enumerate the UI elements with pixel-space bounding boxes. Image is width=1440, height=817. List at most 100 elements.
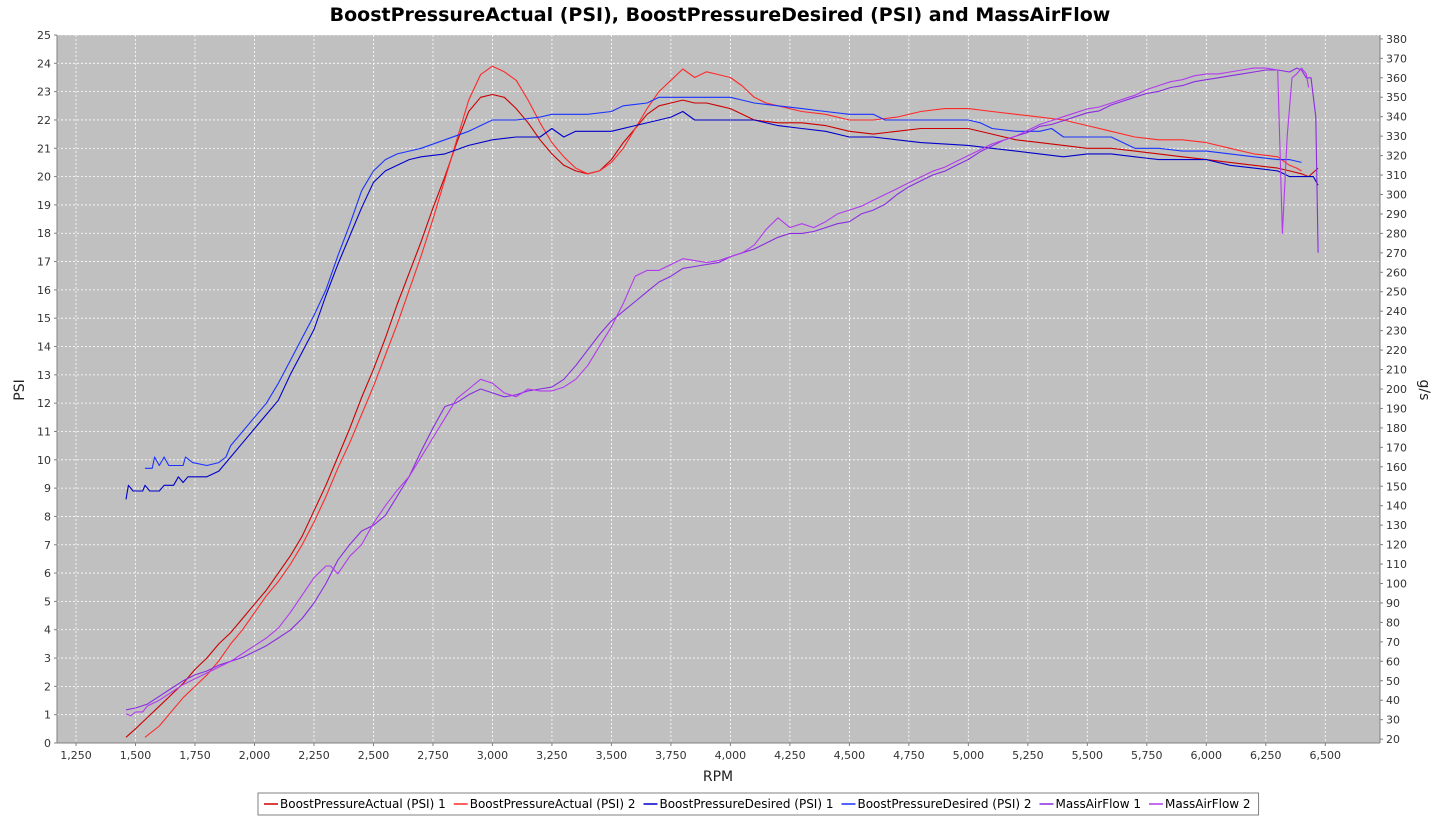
y-left-tick-label: 6 — [44, 567, 51, 580]
y-right-tick-label: 60 — [1386, 655, 1400, 668]
x-tick-label: 2,000 — [239, 749, 271, 762]
y-right-tick-label: 130 — [1386, 519, 1407, 532]
y-right-tick-label: 370 — [1386, 52, 1407, 65]
y-right-tick-label: 50 — [1386, 675, 1400, 688]
x-tick-label: 5,250 — [1012, 749, 1044, 762]
y-right-tick-label: 340 — [1386, 111, 1407, 124]
y-left-tick-label: 20 — [37, 171, 51, 184]
y-right-tick-label: 360 — [1386, 72, 1407, 85]
y-right-tick-label: 240 — [1386, 305, 1407, 318]
y-left-tick-label: 18 — [37, 227, 51, 240]
y-left-tick-label: 13 — [37, 369, 51, 382]
y-right-tick-label: 160 — [1386, 461, 1407, 474]
y-right-tick-label: 40 — [1386, 694, 1400, 707]
y-right-tick-label: 80 — [1386, 616, 1400, 629]
legend-label-4: BoostPressureDesired (PSI) 2 — [857, 797, 1031, 811]
y-right-tick-label: 320 — [1386, 150, 1407, 163]
y-left-tick-label: 24 — [37, 57, 51, 70]
axes: 1,250 1,500 1,750 2,000 2,250 2,500 2,750 3,000… — [37, 29, 1407, 762]
y-right-tick-label: 30 — [1386, 714, 1400, 727]
y-left-tick-label: 3 — [44, 652, 51, 665]
x-tick-label: 1,750 — [179, 749, 211, 762]
chart-title: BoostPressureActual (PSI), BoostPressure… — [330, 4, 1111, 26]
x-tick-label: 2,250 — [298, 749, 330, 762]
x-tick-label: 3,250 — [536, 749, 568, 762]
y-right-tick-label: 90 — [1386, 597, 1400, 610]
y-right-tick-label: 290 — [1386, 208, 1407, 221]
y-axis-right-label: g/s — [1416, 380, 1432, 401]
series-line-4 — [145, 96, 1302, 469]
y-right-tick-label: 210 — [1386, 364, 1407, 377]
y-left-tick-label: 5 — [44, 595, 51, 608]
y-left-tick-label: 8 — [44, 510, 51, 523]
x-tick-label: 4,500 — [834, 749, 866, 762]
x-tick-label: 4,000 — [715, 749, 747, 762]
y-left-tick-label: 16 — [37, 284, 51, 297]
x-tick-label: 6,500 — [1310, 749, 1342, 762]
y-right-tick-label: 250 — [1386, 286, 1407, 299]
grid-lines — [57, 34, 1380, 744]
x-tick-label: 1,250 — [60, 749, 92, 762]
x-tick-label: 5,500 — [1072, 749, 1104, 762]
legend-label-6: MassAirFlow 2 — [1165, 797, 1251, 811]
x-tick-label: 1,500 — [120, 749, 152, 762]
y-left-tick-label: 22 — [37, 114, 51, 127]
y-right-tick-label: 220 — [1386, 344, 1407, 357]
y-axis-left-label: PSI — [12, 379, 28, 400]
legend-label-5: MassAirFlow 1 — [1056, 797, 1142, 811]
x-tick-label: 3,750 — [655, 749, 687, 762]
y-right-tick-label: 350 — [1386, 91, 1407, 104]
x-tick-label: 4,250 — [774, 749, 806, 762]
y-left-tick-label: 2 — [44, 680, 51, 693]
legend-label-1: BoostPressureActual (PSI) 1 — [280, 797, 446, 811]
y-left-tick-label: 21 — [37, 142, 51, 155]
y-right-tick-label: 200 — [1386, 383, 1407, 396]
x-tick-label: 5,000 — [953, 749, 985, 762]
series-line-3 — [125, 110, 1319, 500]
series-line-2 — [144, 65, 1302, 738]
series-lines — [125, 65, 1319, 738]
y-right-tick-label: 150 — [1386, 480, 1407, 493]
x-tick-label: 2,750 — [417, 749, 449, 762]
x-tick-label: 3,500 — [596, 749, 628, 762]
y-right-tick-label: 260 — [1386, 266, 1407, 279]
x-tick-label: 5,750 — [1131, 749, 1163, 762]
y-right-tick-label: 140 — [1386, 500, 1407, 513]
y-left-tick-label: 11 — [37, 425, 51, 438]
legend-box — [257, 792, 1260, 816]
y-left-tick-label: 10 — [37, 454, 51, 467]
y-left-tick-label: 9 — [44, 482, 51, 495]
y-right-tick-label: 180 — [1386, 422, 1407, 435]
y-left-tick-label: 17 — [37, 256, 51, 269]
x-tick-label: 3,000 — [477, 749, 509, 762]
y-right-tick-label: 330 — [1386, 130, 1407, 143]
y-right-tick-label: 20 — [1386, 733, 1400, 746]
y-left-tick-label: 12 — [37, 397, 51, 410]
y-right-tick-label: 170 — [1386, 441, 1407, 454]
y-right-tick-label: 270 — [1386, 247, 1407, 260]
x-tick-label: 6,000 — [1191, 749, 1223, 762]
y-right-tick-label: 100 — [1386, 578, 1407, 591]
x-axis-label: RPM — [703, 769, 733, 785]
y-right-tick-label: 300 — [1386, 188, 1407, 201]
y-left-tick-label: 23 — [37, 86, 51, 99]
legend: BoostPressureActual (PSI) 1 BoostPressure… — [257, 792, 1260, 816]
y-right-tick-label: 110 — [1386, 558, 1407, 571]
y-right-tick-label: 70 — [1386, 636, 1400, 649]
y-left-tick-label: 4 — [44, 624, 51, 637]
y-left-tick-label: 7 — [44, 539, 51, 552]
y-left-tick-label: 0 — [44, 737, 51, 750]
y-left-tick-label: 1 — [44, 709, 51, 722]
x-tick-label: 6,250 — [1250, 749, 1282, 762]
legend-label-2: BoostPressureActual (PSI) 2 — [470, 797, 636, 811]
plot-area — [57, 35, 1380, 743]
y-right-tick-label: 120 — [1386, 539, 1407, 552]
x-tick-label: 2,500 — [358, 749, 390, 762]
x-tick-label: 4,750 — [893, 749, 925, 762]
y-left-tick-label: 14 — [37, 341, 51, 354]
y-right-tick-label: 280 — [1386, 227, 1407, 240]
legend-label-3: BoostPressureDesired (PSI) 1 — [659, 797, 833, 811]
y-left-tick-label: 19 — [37, 199, 51, 212]
y-right-tick-label: 230 — [1386, 325, 1407, 338]
